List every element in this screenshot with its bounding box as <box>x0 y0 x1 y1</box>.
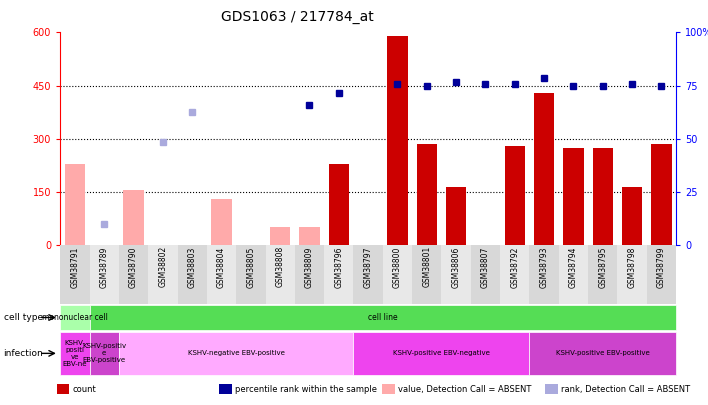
Bar <box>651 144 672 245</box>
Bar <box>505 146 525 245</box>
Text: rank, Detection Call = ABSENT: rank, Detection Call = ABSENT <box>561 385 690 394</box>
Bar <box>442 245 471 304</box>
Bar <box>236 245 266 304</box>
Text: KSHV-
positi
ve
EBV-ne: KSHV- positi ve EBV-ne <box>62 340 87 367</box>
Text: GSM38805: GSM38805 <box>246 246 256 288</box>
Text: KSHV-positive EBV-negative: KSHV-positive EBV-negative <box>393 350 490 356</box>
Text: cell type: cell type <box>4 313 42 322</box>
Bar <box>383 245 412 304</box>
Text: KSHV-positiv
e
EBV-positive: KSHV-positiv e EBV-positive <box>82 343 126 363</box>
Text: GSM38790: GSM38790 <box>129 246 138 288</box>
Bar <box>324 245 353 304</box>
Bar <box>266 245 295 304</box>
Bar <box>593 147 613 245</box>
Bar <box>534 93 554 245</box>
Bar <box>617 245 647 304</box>
Bar <box>412 245 442 304</box>
Bar <box>416 144 437 245</box>
Text: GSM38804: GSM38804 <box>217 246 226 288</box>
Bar <box>178 245 207 304</box>
Bar <box>471 245 500 304</box>
Bar <box>299 227 320 245</box>
Bar <box>446 187 467 245</box>
Text: GSM38797: GSM38797 <box>364 246 372 288</box>
Text: GSM38806: GSM38806 <box>452 246 461 288</box>
Text: GSM38799: GSM38799 <box>657 246 666 288</box>
Text: GSM38801: GSM38801 <box>423 246 431 288</box>
Bar <box>123 190 144 245</box>
Bar <box>148 245 178 304</box>
Text: GSM38800: GSM38800 <box>393 246 402 288</box>
Text: GSM38795: GSM38795 <box>598 246 607 288</box>
Bar <box>207 245 236 304</box>
Text: percentile rank within the sample: percentile rank within the sample <box>235 385 377 394</box>
Text: GSM38789: GSM38789 <box>100 246 108 288</box>
Text: GSM38792: GSM38792 <box>510 246 519 288</box>
Bar <box>559 245 588 304</box>
Text: GSM38803: GSM38803 <box>188 246 197 288</box>
Bar <box>500 245 530 304</box>
Text: GSM38798: GSM38798 <box>628 246 636 288</box>
Bar <box>60 245 89 304</box>
Text: KSHV-negative EBV-positive: KSHV-negative EBV-positive <box>188 350 285 356</box>
Text: GSM38796: GSM38796 <box>334 246 343 288</box>
Text: mononuclear cell: mononuclear cell <box>42 313 108 322</box>
Text: cell line: cell line <box>368 313 398 322</box>
Text: GSM38802: GSM38802 <box>159 246 167 288</box>
Bar <box>295 245 324 304</box>
Bar <box>647 245 676 304</box>
Text: GSM38793: GSM38793 <box>539 246 549 288</box>
Text: KSHV-positive EBV-positive: KSHV-positive EBV-positive <box>556 350 650 356</box>
Bar <box>270 227 290 245</box>
Bar <box>622 187 642 245</box>
Text: GSM38791: GSM38791 <box>70 246 79 288</box>
Text: GSM38794: GSM38794 <box>569 246 578 288</box>
Text: infection: infection <box>4 349 43 358</box>
Text: GDS1063 / 217784_at: GDS1063 / 217784_at <box>221 10 374 24</box>
Bar <box>89 245 119 304</box>
Bar <box>119 245 148 304</box>
Text: GSM38807: GSM38807 <box>481 246 490 288</box>
Bar <box>211 199 232 245</box>
Bar <box>353 245 383 304</box>
Bar <box>588 245 617 304</box>
Text: count: count <box>72 385 96 394</box>
Bar <box>64 164 85 245</box>
Text: GSM38808: GSM38808 <box>275 246 285 288</box>
Text: GSM38809: GSM38809 <box>305 246 314 288</box>
Bar <box>329 164 349 245</box>
Bar <box>387 36 408 245</box>
Bar <box>563 147 583 245</box>
Bar <box>530 245 559 304</box>
Text: value, Detection Call = ABSENT: value, Detection Call = ABSENT <box>398 385 531 394</box>
